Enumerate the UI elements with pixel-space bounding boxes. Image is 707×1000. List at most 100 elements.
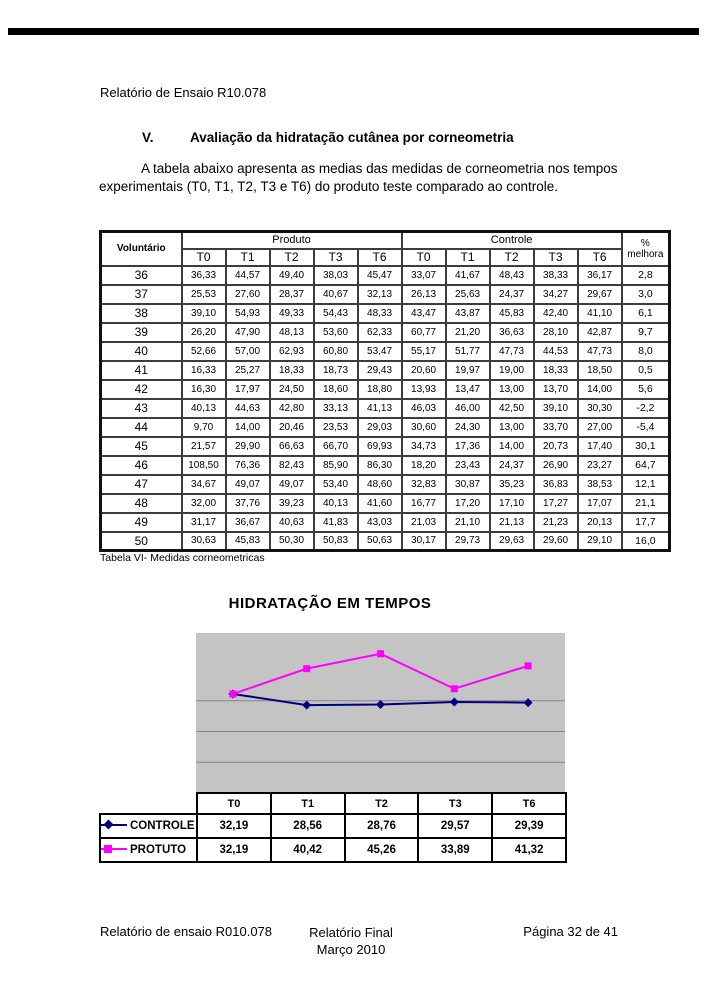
produto-value: 32,00 bbox=[180, 492, 227, 514]
produto-value: 23,53 bbox=[312, 416, 359, 438]
controle-value: 29,73 bbox=[444, 530, 491, 552]
table-row: 39 26,20 47,90 48,13 53,60 62,33 60,77 21,20 36,… bbox=[99, 321, 671, 343]
produto-value: 50,30 bbox=[268, 530, 315, 552]
controle-value: 30,17 bbox=[400, 530, 447, 552]
controle-value: 13,00 bbox=[488, 416, 535, 438]
produto-value: 18,73 bbox=[312, 359, 359, 381]
chart-table-row: CONTROLE 32,19 28,56 28,76 29,57 29,39 bbox=[99, 813, 567, 839]
melhora-value: 2,8 bbox=[620, 264, 671, 286]
produto-value: 69,93 bbox=[356, 435, 403, 457]
table-row: 36 36,33 44,57 49,40 38,03 45,47 33,07 41,67 48,… bbox=[99, 264, 671, 286]
melhora-value: 64,7 bbox=[620, 454, 671, 476]
controle-value: 21,13 bbox=[488, 511, 535, 533]
square-marker bbox=[450, 685, 458, 693]
melhora-value: 0,5 bbox=[620, 359, 671, 381]
controle-value: 48,43 bbox=[488, 264, 535, 286]
produto-value: 27,60 bbox=[224, 283, 271, 305]
controle-value: 60,77 bbox=[400, 321, 447, 343]
square-marker bbox=[377, 650, 384, 658]
produto-value: 85,90 bbox=[312, 454, 359, 476]
produto-value: 38,03 bbox=[312, 264, 359, 286]
controle-value: 36,83 bbox=[532, 473, 579, 495]
controle-value: 19,97 bbox=[444, 359, 491, 381]
controle-value: 24,37 bbox=[488, 283, 535, 305]
produto-value: 45,83 bbox=[224, 530, 271, 552]
square-marker bbox=[524, 662, 532, 670]
produto-value: 29,90 bbox=[224, 435, 271, 457]
time-header: T3 bbox=[532, 247, 579, 267]
produto-value: 40,67 bbox=[312, 283, 359, 305]
col-header-volunteer: Voluntário bbox=[99, 230, 183, 267]
produto-value: 62,33 bbox=[356, 321, 403, 343]
volunteer-id: 44 bbox=[99, 416, 183, 438]
produto-value: 48,33 bbox=[356, 302, 403, 324]
produto-value: 25,27 bbox=[224, 359, 271, 381]
footer-date: Março 2010 bbox=[316, 942, 386, 957]
produto-value: 48,60 bbox=[356, 473, 403, 495]
controle-value: 23,43 bbox=[444, 454, 491, 476]
controle-value: 17,40 bbox=[576, 435, 623, 457]
series-label: CONTROLE bbox=[130, 820, 195, 832]
produto-value: 24,50 bbox=[268, 378, 315, 400]
produto-value: 60,80 bbox=[312, 340, 359, 362]
chart-value: 32,19 bbox=[196, 813, 272, 839]
controle-value: 41,10 bbox=[576, 302, 623, 324]
produto-value: 49,07 bbox=[224, 473, 271, 495]
controle-value: 25,63 bbox=[444, 283, 491, 305]
melhora-value: -5,4 bbox=[620, 416, 671, 438]
controle-value: 42,40 bbox=[532, 302, 579, 324]
controle-value: 17,36 bbox=[444, 435, 491, 457]
scan-artifact-bar bbox=[8, 28, 699, 35]
footer-page-number: Página 32 de 41 bbox=[523, 924, 618, 939]
footer-report-id: Relatório de ensaio R010.078 bbox=[100, 924, 273, 939]
volunteer-id: 39 bbox=[99, 321, 183, 343]
produto-value: 29,03 bbox=[356, 416, 403, 438]
controle-value: 45,83 bbox=[488, 302, 535, 324]
controle-value: 30,60 bbox=[400, 416, 447, 438]
melhora-value: 3,0 bbox=[620, 283, 671, 305]
produto-value: 53,60 bbox=[312, 321, 359, 343]
volunteer-id: 38 bbox=[99, 302, 183, 324]
plot-area bbox=[196, 633, 565, 793]
chart-time-header: T0 bbox=[196, 792, 272, 815]
volunteer-id: 49 bbox=[99, 511, 183, 533]
table-row: 43 40,13 44,63 42,80 33,13 41,13 46,03 46,00 42,… bbox=[99, 397, 671, 419]
controle-value: 47,73 bbox=[576, 340, 623, 362]
legend-cell: CONTROLE bbox=[99, 813, 198, 839]
produto-value: 54,93 bbox=[224, 302, 271, 324]
controle-value: 46,00 bbox=[444, 397, 491, 419]
chart-time-header: T6 bbox=[491, 792, 567, 815]
chart-value: 45,26 bbox=[343, 837, 420, 863]
controle-value: 13,00 bbox=[488, 378, 535, 400]
group-header-produto: Produto bbox=[180, 230, 403, 250]
volunteer-id: 50 bbox=[99, 530, 183, 552]
time-header: T6 bbox=[356, 247, 403, 267]
controle-value: 55,17 bbox=[400, 340, 447, 362]
square-marker bbox=[229, 690, 237, 698]
produto-value: 108,50 bbox=[180, 454, 227, 476]
section-heading: V. Avaliação da hidratação cutânea por co… bbox=[142, 130, 514, 145]
table-row: 44 9,70 14,00 20,46 23,53 29,03 30,60 24,30 13,0… bbox=[99, 416, 671, 438]
table-row: 41 16,33 25,27 18,33 18,73 29,43 20,60 19,97 19,… bbox=[99, 359, 671, 381]
controle-value: 23,27 bbox=[576, 454, 623, 476]
controle-value: 38,53 bbox=[576, 473, 623, 495]
produto-value: 43,03 bbox=[356, 511, 403, 533]
melhora-value: 16,0 bbox=[620, 530, 671, 552]
chart-value: 28,76 bbox=[343, 813, 420, 839]
table-row: 50 30,63 45,83 50,30 50,83 50,63 30,17 29,73 29,… bbox=[99, 530, 671, 552]
controle-value: 18,50 bbox=[576, 359, 623, 381]
chart-value: 32,19 bbox=[196, 837, 272, 863]
table-row: 45 21,57 29,90 66,63 66,70 69,93 34,73 17,36 14,… bbox=[99, 435, 671, 457]
produto-value: 39,10 bbox=[180, 302, 227, 324]
controle-value: 43,47 bbox=[400, 302, 447, 324]
controle-value: 51,77 bbox=[444, 340, 491, 362]
controle-value: 16,77 bbox=[400, 492, 447, 514]
volunteer-id: 48 bbox=[99, 492, 183, 514]
produto-value: 49,07 bbox=[268, 473, 315, 495]
produto-value: 40,13 bbox=[312, 492, 359, 514]
controle-value: 30,30 bbox=[576, 397, 623, 419]
time-header: T3 bbox=[312, 247, 359, 267]
line-chart bbox=[196, 633, 565, 793]
produto-value: 48,13 bbox=[268, 321, 315, 343]
